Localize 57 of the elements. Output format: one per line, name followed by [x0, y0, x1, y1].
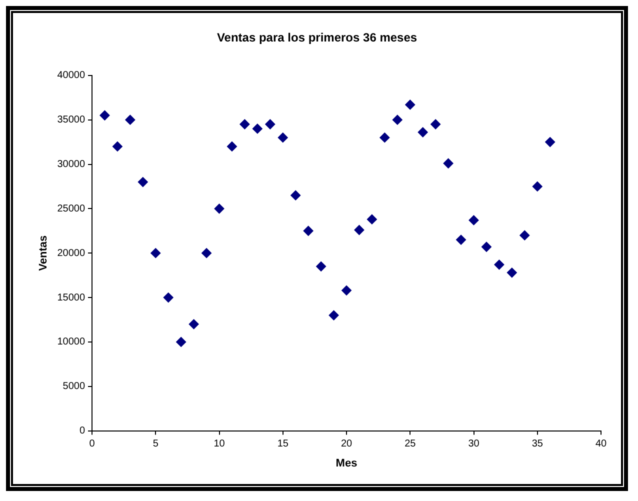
- point: [494, 260, 504, 270]
- x-tick-label: 5: [152, 438, 159, 450]
- point: [354, 225, 364, 235]
- point: [366, 214, 377, 224]
- point: [481, 242, 492, 252]
- point: [520, 230, 530, 240]
- point: [430, 119, 441, 130]
- point: [443, 158, 454, 168]
- point: [188, 319, 199, 330]
- point: [100, 110, 110, 120]
- y-tick-label: 15000: [57, 292, 86, 304]
- point: [226, 141, 237, 152]
- x-axis-title: Mes: [336, 457, 358, 470]
- point: [265, 119, 276, 130]
- x-tick-label: 10: [214, 438, 226, 450]
- point: [202, 248, 212, 258]
- y-tick-label: 0: [79, 426, 86, 437]
- point: [316, 261, 326, 272]
- point: [240, 119, 250, 130]
- point: [328, 310, 339, 320]
- y-tick-label: 20000: [57, 248, 86, 259]
- point: [468, 215, 479, 226]
- x-tick-label: 30: [468, 438, 480, 450]
- point: [418, 127, 428, 138]
- x-tick-label: 35: [532, 438, 544, 450]
- point: [125, 114, 136, 125]
- point: [252, 124, 262, 134]
- y-tick-label: 40000: [57, 70, 86, 82]
- point: [506, 268, 517, 278]
- point: [112, 141, 122, 152]
- point: [456, 234, 466, 245]
- point: [405, 100, 416, 110]
- point: [532, 181, 542, 192]
- chart-title: Ventas para los primeros 36 meses: [216, 30, 418, 45]
- point: [290, 190, 301, 200]
- point: [163, 292, 174, 303]
- x-tick-label: 0: [89, 438, 96, 450]
- y-tick-label: 30000: [57, 159, 86, 170]
- point: [214, 204, 224, 214]
- x-tick-label: 15: [277, 438, 289, 450]
- y-axis-title: Ventas: [38, 235, 50, 271]
- y-tick-label: 5000: [62, 381, 86, 392]
- point: [138, 177, 148, 188]
- x-tick-label: 25: [404, 438, 416, 450]
- x-tick-label: 40: [595, 438, 607, 450]
- y-tick-label: 10000: [57, 336, 86, 348]
- y-tick-label: 25000: [57, 203, 86, 214]
- point: [303, 226, 314, 236]
- point: [176, 336, 186, 347]
- point: [278, 132, 288, 143]
- point: [380, 132, 390, 143]
- y-tick-label: 35000: [57, 114, 86, 126]
- point: [150, 248, 161, 258]
- point: [392, 114, 402, 125]
- x-tick-label: 20: [340, 438, 353, 450]
- point: [545, 137, 556, 148]
- point: [342, 285, 352, 296]
